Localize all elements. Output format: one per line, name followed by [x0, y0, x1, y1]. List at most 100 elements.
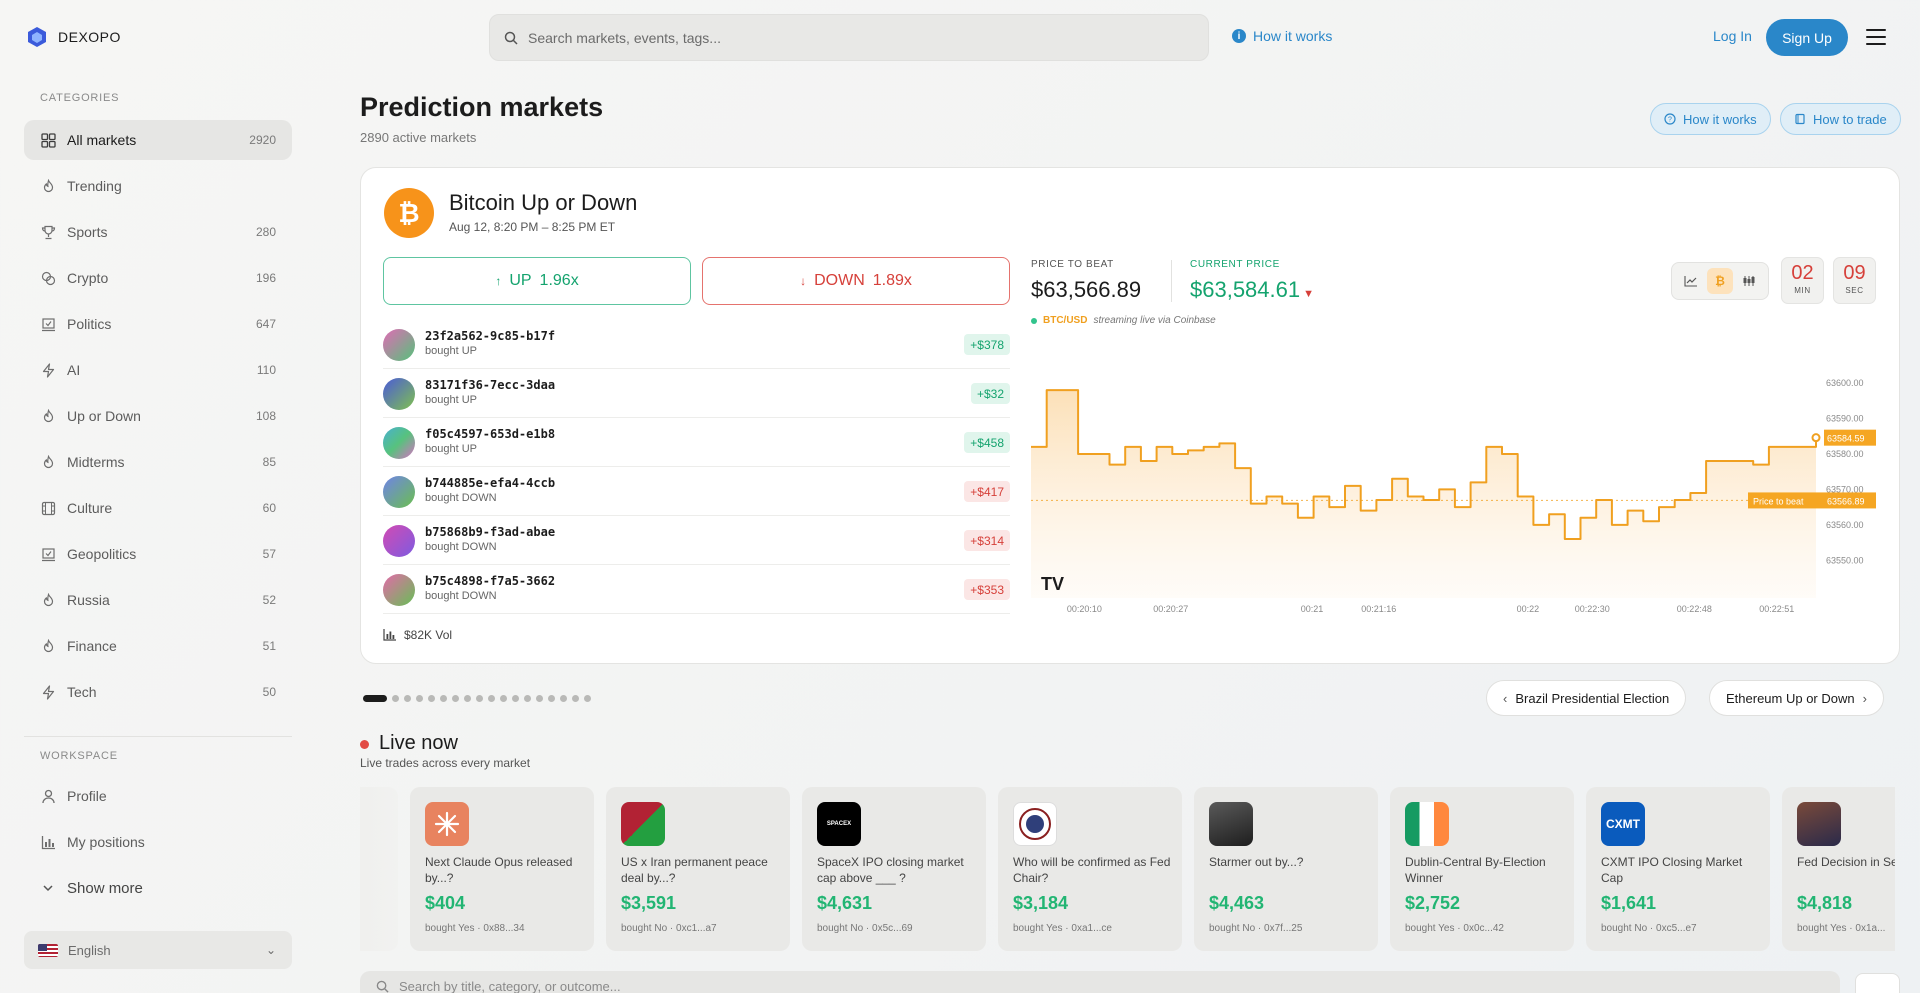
sidebar-item-positions[interactable]: My positions — [24, 822, 292, 862]
carousel-fade-left[interactable] — [360, 787, 398, 951]
trade-id: b744885e-efa4-4ccb — [425, 476, 556, 490]
live-trade-card[interactable]: Dublin-Central By-Election Winner $2,752 b… — [1390, 787, 1574, 951]
buy-down-button[interactable]: ↓ DOWN 1.89x — [702, 257, 1010, 305]
carousel-dot[interactable] — [476, 695, 483, 702]
market-title[interactable]: Bitcoin Up or Down — [449, 190, 638, 215]
bar-chart-icon — [40, 834, 56, 850]
x-tick-label: 00:20:10 — [1067, 604, 1102, 614]
how-to-trade-button[interactable]: How to trade — [1780, 103, 1901, 135]
sidebar-item-crypto[interactable]: Crypto 196 — [24, 258, 292, 298]
carousel-dot[interactable] — [560, 695, 567, 702]
login-link[interactable]: Log In — [1713, 28, 1752, 44]
svg-text:?: ? — [1668, 117, 1672, 124]
market-search-placeholder: Search by title, category, or outcome... — [399, 978, 621, 993]
carousel-dot[interactable] — [512, 695, 519, 702]
y-tick-label: 63560.00 — [1826, 520, 1864, 530]
live-trade-card[interactable]: US x Iran permanent peace deal by...? $3,… — [606, 787, 790, 951]
next-market-button[interactable]: Ethereum Up or Down › — [1709, 680, 1884, 716]
x-tick-label: 00:20:27 — [1153, 604, 1188, 614]
market-search-input[interactable]: Search by title, category, or outcome... — [360, 971, 1840, 993]
how-it-works-label: How it works — [1253, 28, 1333, 44]
trade-amount: $4,631 — [817, 893, 873, 913]
sidebar-item-culture[interactable]: Culture 60 — [24, 488, 292, 528]
carousel-dot[interactable] — [440, 695, 447, 702]
live-trade-card[interactable]: Next Claude Opus released by...? $404 boug… — [410, 787, 594, 951]
how-it-works-label: How it works — [1683, 111, 1757, 127]
carousel-dot[interactable] — [488, 695, 495, 702]
sidebar-item-tech[interactable]: Tech 50 — [24, 672, 292, 712]
sidebar-item-count: 2920 — [249, 133, 276, 147]
candlestick-icon[interactable] — [1736, 268, 1762, 294]
live-trade-card[interactable]: SPACEX SpaceX IPO closing market cap abov… — [802, 787, 986, 951]
carousel-dot[interactable] — [452, 695, 459, 702]
signup-button[interactable]: Sign Up — [1766, 19, 1848, 56]
trade-row: b75c4898-f7a5-3662 bought DOWN +$353 — [383, 565, 1010, 614]
carousel-dot[interactable] — [584, 695, 591, 702]
live-trade-card[interactable]: CXMT CXMT IPO Closing Market Cap $1,641 bou… — [1586, 787, 1770, 951]
carousel-dot[interactable] — [428, 695, 435, 702]
brand-logo[interactable]: DEXOPO — [26, 26, 121, 48]
carousel-dot[interactable] — [500, 695, 507, 702]
x-tick-label: 00:22:51 — [1759, 604, 1794, 614]
sidebar-item-politics[interactable]: Politics 647 — [24, 304, 292, 344]
how-it-works-button[interactable]: ? How it works — [1650, 103, 1771, 135]
trade-action: bought UP — [425, 443, 477, 455]
y-tick-label: 63550.00 — [1826, 555, 1864, 565]
show-more-button[interactable]: Show more — [24, 868, 292, 908]
line-chart-icon[interactable] — [1678, 268, 1704, 294]
language-select[interactable]: English ⌄ — [24, 931, 292, 969]
carousel-dot[interactable] — [524, 695, 531, 702]
sidebar-item-all-markets[interactable]: All markets 2920 — [24, 120, 292, 160]
bitcoin-mode-icon[interactable]: ₿ — [1706, 268, 1733, 294]
market-thumbnail: SPACEX — [817, 802, 861, 846]
trade-row: 23f2a562-9c85-b17f bought UP +$378 — [383, 320, 1010, 369]
sidebar-item-trending[interactable]: Trending — [24, 166, 292, 206]
sidebar-item-sports[interactable]: Sports 280 — [24, 212, 292, 252]
carousel-dot[interactable] — [404, 695, 411, 702]
market-title: SpaceX IPO closing market cap above ___ … — [817, 855, 964, 885]
sidebar-item-ai[interactable]: AI 110 — [24, 350, 292, 390]
carousel-dot[interactable] — [416, 695, 423, 702]
timer-seconds-label: SEC — [1845, 286, 1864, 295]
arrow-down-icon: ↓ — [800, 274, 807, 288]
carousel-dot[interactable] — [464, 695, 471, 702]
carousel-dot[interactable] — [548, 695, 555, 702]
sidebar: CATEGORIES All markets 2920 Trending Sports… — [0, 75, 315, 993]
sidebar-item-profile[interactable]: Profile — [24, 776, 292, 816]
sidebar-item-russia[interactable]: Russia 52 — [24, 580, 292, 620]
carousel-dot[interactable] — [536, 695, 543, 702]
sidebar-item-midterms[interactable]: Midterms 85 — [24, 442, 292, 482]
live-trade-card[interactable]: Fed Decision in September? $4,818 bought Y… — [1782, 787, 1895, 951]
sidebar-item-up-or-down[interactable]: Up or Down 108 — [24, 396, 292, 436]
brand-name: DEXOPO — [58, 29, 121, 45]
sidebar-item-geopolitics[interactable]: Geopolitics 57 — [24, 534, 292, 574]
trade-id: 23f2a562-9c85-b17f — [425, 329, 556, 343]
how-it-works-link[interactable]: i How it works — [1232, 28, 1332, 44]
us-flag-icon — [38, 943, 58, 957]
carousel-dot[interactable] — [392, 695, 399, 702]
volume-value: $82K Vol — [404, 628, 453, 642]
filter-button[interactable] — [1855, 973, 1900, 993]
page-subtitle: 2890 active markets — [360, 130, 477, 145]
volume-icon — [383, 629, 396, 641]
sidebar-item-count: 196 — [255, 271, 276, 285]
menu-icon[interactable] — [1866, 29, 1886, 45]
live-trade-card[interactable]: Starmer out by...? $4,463 bought No · 0x7f… — [1194, 787, 1378, 951]
trade-id: 83171f36-7ecc-3daa — [425, 378, 556, 392]
avatar — [383, 525, 415, 557]
trade-amount: $4,463 — [1209, 893, 1265, 913]
buy-up-button[interactable]: ↑ UP 1.96x — [383, 257, 691, 305]
bolt-icon — [40, 684, 56, 700]
featured-market-card[interactable]: ₿ Bitcoin Up or Down Aug 12, 8:20 PM – 8… — [360, 167, 1900, 664]
carousel-dot[interactable] — [363, 695, 387, 702]
chevron-left-icon: ‹ — [1503, 690, 1508, 706]
prev-market-button[interactable]: ‹ Brazil Presidential Election — [1486, 680, 1687, 716]
live-trade-card[interactable]: Who will be confirmed as Fed Chair? $3,18… — [998, 787, 1182, 951]
search-input[interactable]: Search markets, events, tags... — [489, 14, 1209, 61]
info-icon: i — [1232, 29, 1246, 43]
sidebar-item-finance[interactable]: Finance 51 — [24, 626, 292, 666]
price-to-beat-value: $63,566.89 — [1031, 277, 1142, 302]
search-placeholder: Search markets, events, tags... — [528, 29, 721, 46]
trade-meta: bought Yes · 0x88...34 — [425, 923, 525, 934]
carousel-dot[interactable] — [572, 695, 579, 702]
